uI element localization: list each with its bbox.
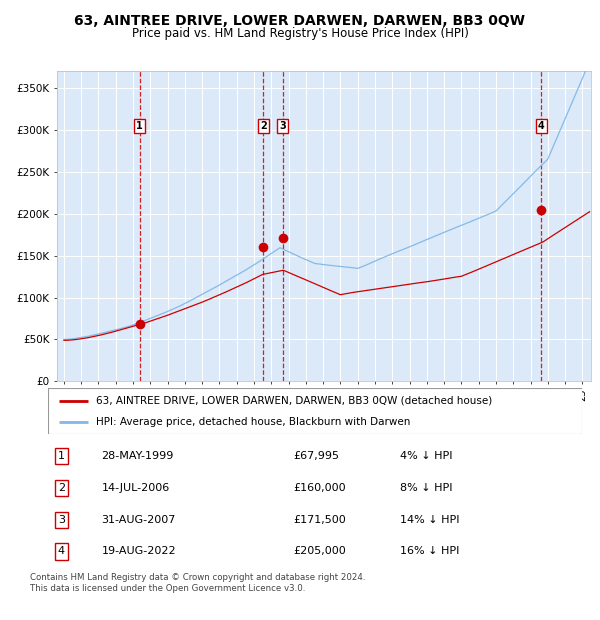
Text: 28-MAY-1999: 28-MAY-1999 <box>101 451 174 461</box>
Text: 19-AUG-2022: 19-AUG-2022 <box>101 546 176 556</box>
Text: £171,500: £171,500 <box>293 515 346 525</box>
Text: £205,000: £205,000 <box>293 546 346 556</box>
Text: 4% ↓ HPI: 4% ↓ HPI <box>400 451 453 461</box>
Text: Contains HM Land Registry data © Crown copyright and database right 2024.
This d: Contains HM Land Registry data © Crown c… <box>30 574 365 593</box>
Text: 63, AINTREE DRIVE, LOWER DARWEN, DARWEN, BB3 0QW (detached house): 63, AINTREE DRIVE, LOWER DARWEN, DARWEN,… <box>96 396 493 405</box>
Text: 1: 1 <box>58 451 65 461</box>
Text: 31-AUG-2007: 31-AUG-2007 <box>101 515 176 525</box>
Text: £160,000: £160,000 <box>293 483 346 493</box>
Text: 14-JUL-2006: 14-JUL-2006 <box>101 483 170 493</box>
Text: 4: 4 <box>538 121 545 131</box>
Text: 3: 3 <box>58 515 65 525</box>
Text: 1: 1 <box>136 121 143 131</box>
Text: 3: 3 <box>280 121 286 131</box>
Text: 14% ↓ HPI: 14% ↓ HPI <box>400 515 460 525</box>
Text: 2: 2 <box>260 121 267 131</box>
FancyBboxPatch shape <box>48 388 582 434</box>
Text: HPI: Average price, detached house, Blackburn with Darwen: HPI: Average price, detached house, Blac… <box>96 417 410 427</box>
Text: 4: 4 <box>58 546 65 556</box>
Text: 16% ↓ HPI: 16% ↓ HPI <box>400 546 460 556</box>
Text: Price paid vs. HM Land Registry's House Price Index (HPI): Price paid vs. HM Land Registry's House … <box>131 27 469 40</box>
Text: 8% ↓ HPI: 8% ↓ HPI <box>400 483 453 493</box>
Text: 2: 2 <box>58 483 65 493</box>
Text: £67,995: £67,995 <box>293 451 340 461</box>
Text: 63, AINTREE DRIVE, LOWER DARWEN, DARWEN, BB3 0QW: 63, AINTREE DRIVE, LOWER DARWEN, DARWEN,… <box>74 14 526 28</box>
